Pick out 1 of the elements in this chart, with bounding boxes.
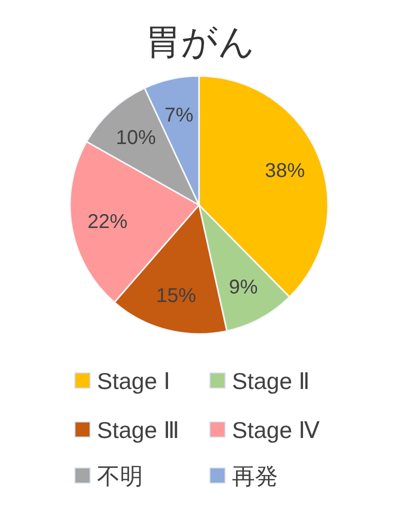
title: 胃がん — [145, 21, 255, 62]
